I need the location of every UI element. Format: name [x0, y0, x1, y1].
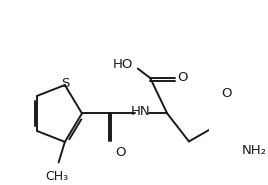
Text: O: O — [221, 87, 232, 100]
Text: NH₂: NH₂ — [242, 144, 267, 157]
Text: CH₃: CH₃ — [46, 170, 69, 183]
Text: HN: HN — [131, 105, 151, 118]
Text: HO: HO — [113, 58, 133, 71]
Text: O: O — [115, 146, 126, 159]
Text: O: O — [177, 71, 188, 85]
Text: S: S — [61, 77, 70, 90]
